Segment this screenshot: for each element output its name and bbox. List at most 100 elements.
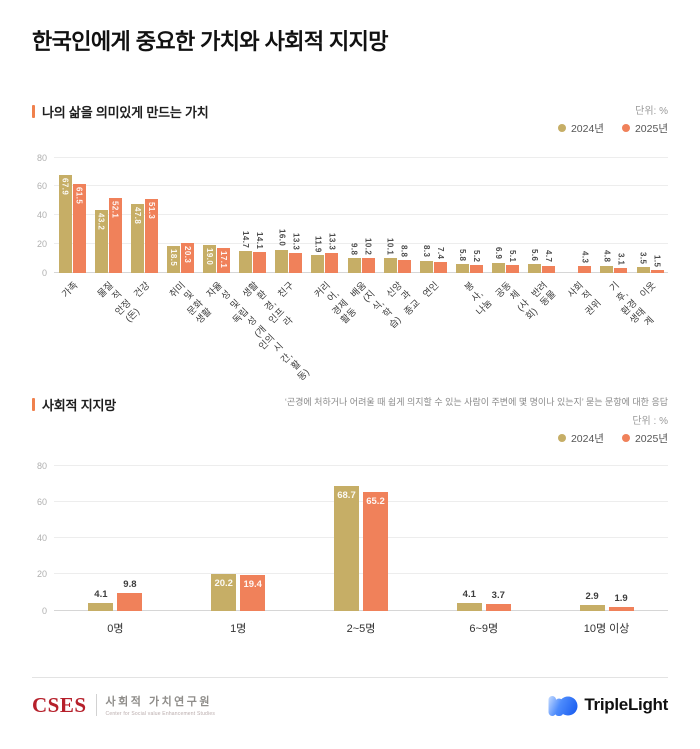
bar-2025년: 5.2 [469,250,483,273]
bar-2024년: 20.2 [211,573,237,611]
gridline [54,242,668,244]
category-group: 20.2 19.4 1명 [177,466,300,635]
bar-2025년: 14.1 [253,232,267,273]
legend-label: 2024년 [570,432,604,445]
unit-label: 단위 : % [632,415,668,427]
legend-dot [621,434,630,442]
category-label: 공동체(사회) [493,279,540,322]
value-label: 17.1 [219,250,229,269]
bar-2024년: 8.3 [419,245,433,273]
bar-2024년: 5.8 [455,249,469,273]
gridline [54,573,668,575]
bar-2025년: 4.7 [542,250,556,273]
legend: 2024년 2025년 [557,431,668,446]
bar-2024년: 3.5 [636,252,650,273]
category-label: 봉사, 나눔 [463,279,495,318]
section-title-wrap: 나의 삶을 의미있게 만드는 가치 [32,102,209,121]
accent-bar [32,104,35,118]
logo-divider [95,694,97,716]
category-group: 3.5 1.5 이웃 [632,158,668,300]
value-label: 20.3 [182,246,192,264]
bar-2025년: 1.9 [608,593,634,611]
value-label: 20.2 [214,577,233,589]
value-label: 65.2 [366,496,385,508]
value-label: 1.9 [614,593,628,605]
value-label: 8.8 [399,244,409,257]
legend-label: 2025년 [634,122,668,135]
value-label: 4.3 [580,251,590,264]
value-label: 10.2 [363,237,373,255]
y-tick-label: 80 [36,460,47,471]
value-label: 5.6 [530,249,540,262]
bar-2024년: 68.7 [333,485,359,611]
y-tick-label: 40 [36,210,47,220]
y-tick-label: 40 [36,533,47,543]
footer-divider [32,676,668,678]
bar-2024년: 18.5 [166,245,180,273]
plot-area: 4.1 9.8 0명 20.2 19.4 1명 68.7 65.2 2~5명 4.1 3.7 6~9명… [54,464,668,635]
legend-item: 2024년 [557,121,604,136]
bar-2025년: 1.5 [650,255,664,273]
bar-2025년: 20.3 [180,243,194,273]
cses-names: 사회적 가치연구원 Center for Social value Enhanc… [106,693,216,717]
bar-2024년: 47.8 [130,203,144,273]
gridline [54,214,668,215]
value-label: 16.0 [277,229,287,247]
value-label: 19.4 [243,579,262,591]
category-group: 8.3 7.4 연인 [415,158,451,300]
value-label: 9.8 [349,243,359,256]
category-group: 4.1 3.7 6~9명 [422,466,545,635]
bar-2024년: 19.0 [203,245,217,273]
category-group: 4.8 3.1 기후, 환경 생태계 [596,158,657,328]
gridline [54,156,668,158]
value-label: 47.8 [132,206,142,224]
bar-2025년: 51.3 [144,198,158,273]
x-axis-line [54,271,668,273]
category-label: 친구 [276,279,297,300]
bar-2025년: 61.5 [72,184,86,273]
bar-2025년: 9.8 [117,579,143,611]
gridline [54,464,668,466]
value-label: 7.4 [435,246,445,259]
value-label: 19.0 [205,248,215,266]
category-group: 6.9 5.1 공동체(사회) [488,158,540,322]
bar-2024년: 10.1 [383,238,397,273]
cses-korean-name: 사회적 가치연구원 [105,696,213,708]
category-group: 14.7 14.1 생활환경, 인프라 [235,158,295,328]
plot-area: 67.9 61.5 가족 43.2 52.1 물질적 안정 (돈) 47.8 51.3 건강 18… [54,156,668,383]
gridline [54,537,668,538]
unit-label: 단위: % [635,105,668,117]
bar-2024년: 43.2 [94,210,108,273]
category-group: 9.8 10.2 배움(지식, 학습) [343,158,404,331]
cses-wordmark: CSES [32,692,87,717]
bar-2025년: 17.1 [217,247,231,273]
category-group: 5.8 5.2 봉사, 나눔 [451,158,495,317]
bar-2025년: 13.3 [289,233,303,273]
chart-subtitle: ‘곤경에 처하거나 어려울 때 쉽게 의지할 수 있는 사람이 주변에 몇 명이… [284,396,668,407]
value-label: 13.3 [327,233,337,251]
bar-2025년: 19.4 [240,575,266,611]
gridline [54,185,668,187]
value-label: 14.7 [241,231,251,249]
value-label: 67.9 [60,177,70,196]
bar-2025년: 3.1 [614,253,628,273]
category-group: 4.3 사회적 권위 [560,158,603,317]
y-tick-label: 0 [41,605,47,616]
section-header: 사회적 지지망 ‘곤경에 처하거나 어려울 때 쉽게 의지할 수 있는 사람이 … [32,395,668,446]
category-label: 가족 [59,279,80,300]
value-label: 18.5 [168,248,178,267]
legend-item: 2024년 [557,431,604,446]
bar-2025년: 3.7 [485,590,511,611]
section-meta: ‘곤경에 처하거나 어려울 때 쉽게 의지할 수 있는 사람이 주변에 몇 명이… [285,395,668,446]
category-group: 5.6 4.7 반려동물 [524,158,560,308]
category-group: 68.7 65.2 2~5명 [300,466,423,635]
value-label: 14.1 [255,232,265,250]
bar-2025년: 65.2 [362,492,388,611]
bar-2024년: 9.8 [347,243,361,273]
category-group: 18.5 20.3 취미 및 문화생활 [162,158,214,326]
value-label: 4.1 [94,589,108,601]
bar-2024년: 6.9 [492,247,506,273]
value-label: 52.1 [110,200,120,218]
value-label: 43.2 [96,213,106,231]
